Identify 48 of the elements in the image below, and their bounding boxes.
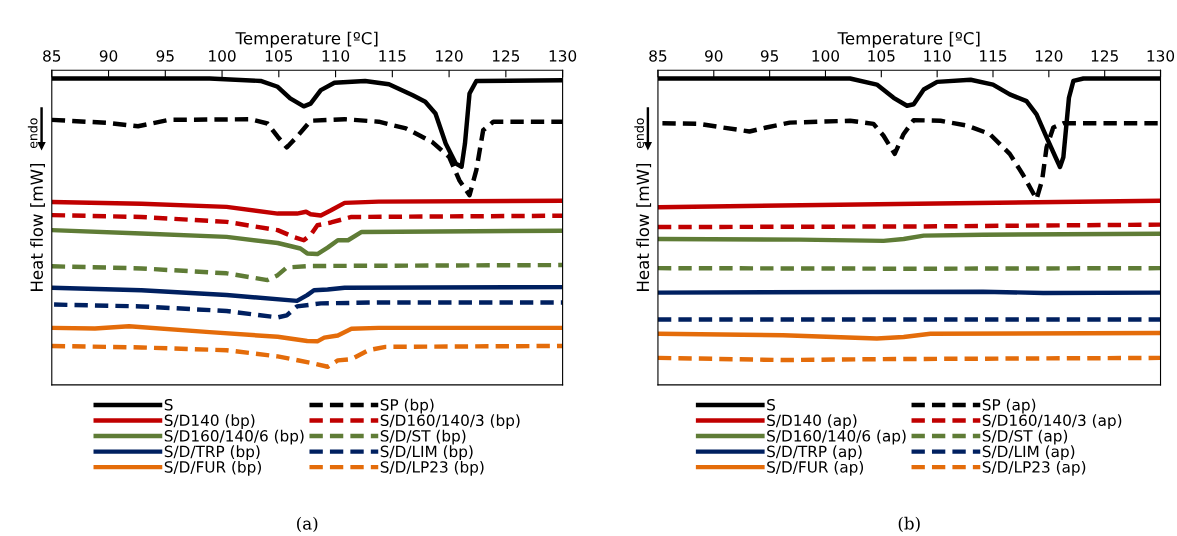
x-axis-title: Temperature [ºC] bbox=[235, 31, 378, 48]
legend-label: SP (bp) bbox=[380, 398, 434, 414]
legend-label: S/D/LIM (bp) bbox=[380, 445, 473, 461]
x-tick-label: 90 bbox=[99, 50, 118, 62]
x-tick-label: 100 bbox=[209, 50, 236, 62]
text: endo bbox=[634, 118, 644, 149]
text: (b) bbox=[898, 516, 920, 533]
x-tick-label: 110 bbox=[924, 50, 951, 62]
legend-label: S/D/TRP (bp) bbox=[164, 445, 260, 461]
x-tick-label: 125 bbox=[1091, 50, 1118, 62]
x-tick-label: 115 bbox=[379, 50, 406, 62]
legend-label: S/D140 (ap) bbox=[767, 414, 857, 430]
legend-label: S/D160/140/6 (bp) bbox=[164, 429, 304, 445]
x-tick-label: 130 bbox=[549, 50, 577, 62]
x-tick-label: 95 bbox=[156, 50, 174, 62]
legend-label: S bbox=[767, 398, 775, 411]
legend-label: S/D/TRP (ap) bbox=[767, 445, 862, 461]
x-tick-label: 130 bbox=[1147, 50, 1175, 62]
x-tick-label: 120 bbox=[436, 50, 463, 62]
x-tick-label: 120 bbox=[1035, 50, 1063, 62]
x-tick-label: 110 bbox=[322, 50, 350, 62]
legend-label: S/D/ST (bp) bbox=[380, 429, 466, 445]
text: endo bbox=[27, 118, 38, 149]
legend-label: S/D160/140/3 (bp) bbox=[380, 414, 520, 430]
legend-label: S/D/FUR (bp) bbox=[164, 460, 261, 476]
x-tick-label: 125 bbox=[492, 50, 520, 62]
x-tick-label: 95 bbox=[760, 50, 779, 62]
x-tick-label: 90 bbox=[705, 50, 723, 62]
legend-label: S/D140 (bp) bbox=[164, 414, 255, 430]
x-tick-label: 85 bbox=[43, 50, 61, 62]
legend-label: S/D/LP23 (ap) bbox=[982, 460, 1086, 476]
legend-label: S bbox=[164, 398, 173, 411]
x-tick-label: 105 bbox=[265, 50, 293, 62]
x-tick-label: 105 bbox=[868, 50, 895, 62]
x-tick-label: 115 bbox=[980, 50, 1007, 62]
legend-label: S/D/LIM (ap) bbox=[982, 445, 1075, 461]
legend-label: S/D/FUR (ap) bbox=[767, 460, 864, 476]
legend-label: S/D160/140/6 (ap) bbox=[767, 429, 906, 445]
legend-label: S/D/ST (ap) bbox=[982, 429, 1068, 445]
x-axis-title: Temperature [ºC] bbox=[837, 31, 980, 48]
legend-label: S/D/LP23 (bp) bbox=[380, 460, 484, 476]
y-axis-title: Heat flow [mW] bbox=[30, 163, 45, 291]
legend-label: S/D160/140/3 (ap) bbox=[982, 414, 1122, 430]
x-tick-label: 100 bbox=[812, 50, 840, 62]
x-tick-label: 85 bbox=[649, 50, 667, 62]
legend-label: SP (ap) bbox=[982, 398, 1036, 414]
text: (a) bbox=[297, 516, 318, 533]
y-axis-title: Heat flow [mW] bbox=[636, 163, 652, 291]
